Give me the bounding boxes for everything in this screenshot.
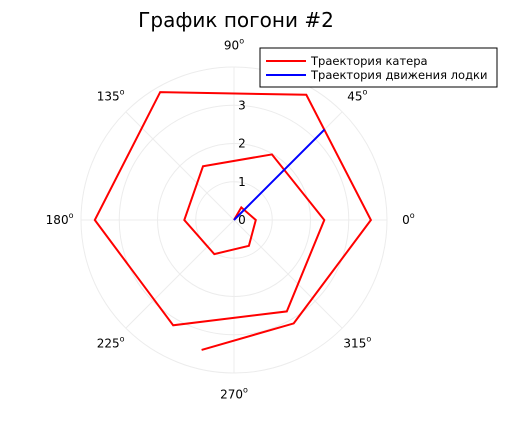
degree-symbol: o [363, 88, 368, 97]
angle-label-90: 90o [224, 37, 244, 53]
chart-title: График погони #2 [138, 8, 334, 32]
angle-label-180: 180o [46, 211, 74, 227]
angle-label-315: 315o [343, 334, 371, 350]
polar-grid [80, 66, 388, 374]
degree-symbol: o [366, 334, 371, 343]
grid-spoke-5 [125, 219, 235, 329]
radius-label-3: 3 [238, 98, 246, 112]
degree-symbol: o [120, 88, 125, 97]
legend: Траектория катера Траектория движения ло… [259, 47, 498, 88]
degree-symbol: o [69, 211, 74, 220]
degree-symbol: o [239, 37, 244, 46]
grid-spoke-7 [233, 219, 343, 329]
radius-label-1: 1 [238, 175, 246, 189]
angle-label-270: 270o [220, 385, 248, 401]
degree-symbol: o [120, 334, 125, 343]
series-lines [93, 91, 373, 351]
angle-label-225: 225o [97, 334, 125, 350]
radius-label-2: 2 [238, 137, 246, 151]
radius-label-0: 0 [238, 213, 246, 227]
grid-spoke-3 [125, 111, 235, 221]
degree-symbol: o [243, 385, 248, 394]
legend-box [259, 47, 498, 88]
degree-symbol: o [410, 211, 415, 220]
angle-label-0: 0o [402, 211, 415, 227]
radius-tick-labels: 0 1 2 3 [238, 98, 246, 227]
series-line-1 [233, 128, 326, 221]
angle-label-135: 135o [97, 88, 125, 104]
angle-label-45: 45o [347, 88, 367, 104]
legend-label-boat: Траектория катера [310, 54, 428, 68]
legend-label-lodka: Траектория движения лодки [310, 68, 487, 82]
series-line-0 [93, 91, 373, 351]
